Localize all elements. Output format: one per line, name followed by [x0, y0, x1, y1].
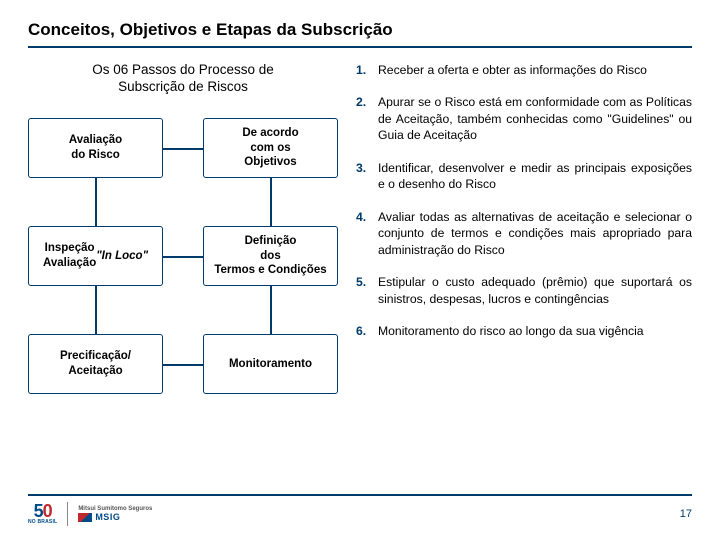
fifty-b: 0 — [43, 501, 52, 521]
step-number: 3. — [356, 160, 378, 193]
step-text: Apurar se o Risco está em conformidade c… — [378, 94, 692, 143]
list-item: 2.Apurar se o Risco está em conformidade… — [356, 94, 692, 143]
footer: 50 NO BRASIL Mitsui Sumitomo Seguros MSI… — [28, 494, 692, 526]
steps-list: 1.Receber a oferta e obter as informaçõe… — [356, 62, 692, 340]
page-title: Conceitos, Objetivos e Etapas da Subscri… — [28, 20, 692, 48]
step-number: 2. — [356, 94, 378, 143]
step-text: Monitoramento do risco ao longo da sua v… — [378, 323, 692, 339]
process-box-de-acordo-objetivos: De acordocom osObjetivos — [203, 118, 338, 178]
fifty-icon: 50 — [34, 503, 52, 519]
step-number: 6. — [356, 323, 378, 339]
logo-separator — [67, 502, 68, 526]
msig-text: MSIG — [95, 512, 120, 522]
step-text: Estipular o custo adequado (prêmio) que … — [378, 274, 692, 307]
page-number: 17 — [680, 508, 692, 520]
no-brasil-label: NO BRASIL — [28, 519, 57, 525]
process-box-monitoramento: Monitoramento — [203, 334, 338, 394]
list-item: 6.Monitoramento do risco ao longo da sua… — [356, 323, 692, 339]
list-item: 5.Estipular o custo adequado (prêmio) qu… — [356, 274, 692, 307]
connector — [163, 256, 203, 258]
list-item: 4.Avaliar todas as alternativas de aceit… — [356, 209, 692, 258]
step-text: Identificar, desenvolver e medir as prin… — [378, 160, 692, 193]
process-box-inspecao-in-loco: InspeçãoAvaliação"In Loco" — [28, 226, 163, 286]
logo-50-anos: 50 NO BRASIL — [28, 503, 57, 525]
process-box-definicao-termos: DefiniçãodosTermos e Condições — [203, 226, 338, 286]
step-number: 1. — [356, 62, 378, 78]
subtitle-line1: Os 06 Passos do Processo de — [92, 62, 274, 77]
connector — [95, 286, 97, 334]
logo-block: 50 NO BRASIL Mitsui Sumitomo Seguros MSI… — [28, 502, 152, 526]
slide: Conceitos, Objetivos e Etapas da Subscri… — [0, 0, 720, 540]
step-number: 5. — [356, 274, 378, 307]
msig-row: MSIG — [78, 512, 152, 522]
msig-mark-icon — [78, 513, 92, 522]
connector — [270, 286, 272, 334]
fifty-a: 5 — [34, 501, 43, 521]
step-text: Receber a oferta e obter as informações … — [378, 62, 692, 78]
content-area: Os 06 Passos do Processo de Subscrição d… — [28, 62, 692, 394]
connector — [163, 364, 203, 366]
process-box-avaliacao-risco: Avaliaçãodo Risco — [28, 118, 163, 178]
list-item: 3.Identificar, desenvolver e medir as pr… — [356, 160, 692, 193]
right-column: 1.Receber a oferta e obter as informaçõe… — [356, 62, 692, 394]
step-number: 4. — [356, 209, 378, 258]
process-box-precificacao: Precificação/Aceitação — [28, 334, 163, 394]
connector — [270, 178, 272, 226]
list-item: 1.Receber a oferta e obter as informaçõe… — [356, 62, 692, 78]
msig-logo-block: Mitsui Sumitomo Seguros MSIG — [78, 506, 152, 522]
connector — [163, 148, 203, 150]
connector — [95, 178, 97, 226]
step-text: Avaliar todas as alternativas de aceitaç… — [378, 209, 692, 258]
process-boxes: Avaliaçãodo Risco De acordocom osObjetiv… — [28, 118, 338, 394]
subtitle-line2: Subscrição de Riscos — [118, 79, 248, 94]
subtitle: Os 06 Passos do Processo de Subscrição d… — [92, 62, 274, 96]
left-column: Os 06 Passos do Processo de Subscrição d… — [28, 62, 338, 394]
